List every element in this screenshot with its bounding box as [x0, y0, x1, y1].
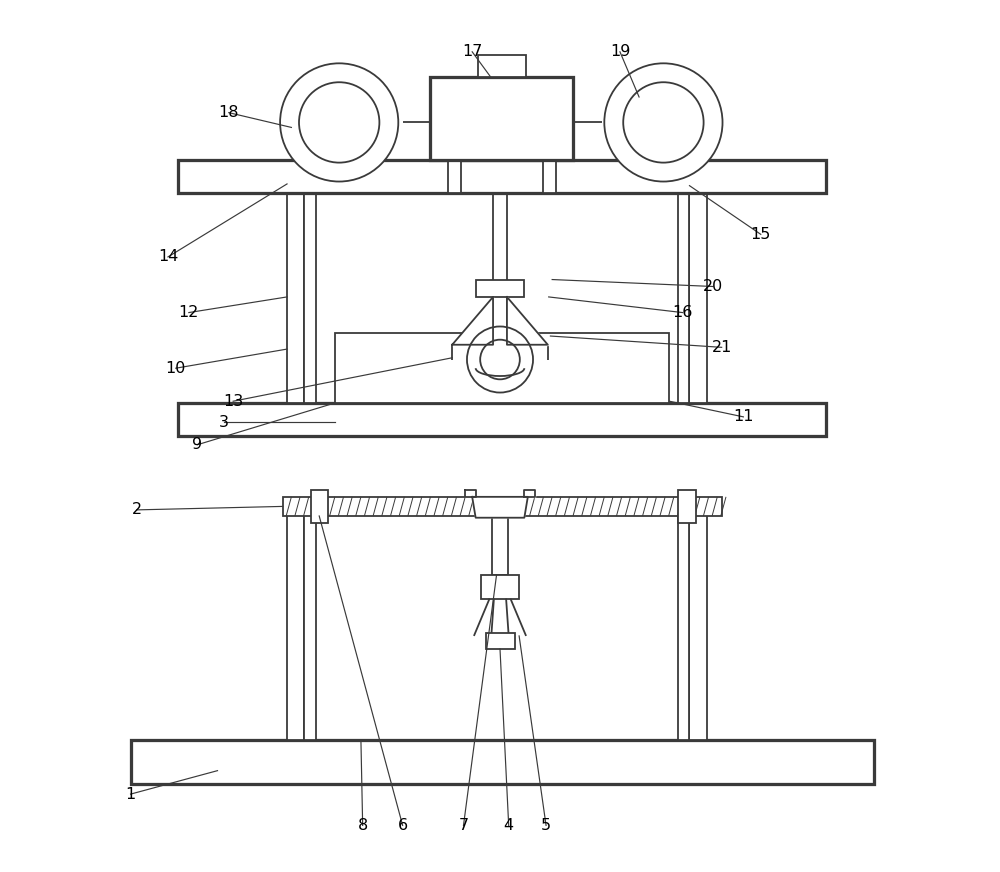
- Circle shape: [467, 326, 533, 392]
- Circle shape: [299, 82, 379, 162]
- Bar: [678, 190, 689, 403]
- Bar: [678, 490, 696, 523]
- Text: 4: 4: [504, 818, 514, 833]
- Text: 5: 5: [541, 818, 551, 833]
- Text: 8: 8: [358, 818, 368, 833]
- Bar: [335, 333, 669, 403]
- Polygon shape: [507, 297, 548, 344]
- Text: 13: 13: [223, 394, 243, 409]
- Bar: [287, 190, 304, 403]
- Bar: [430, 77, 573, 160]
- Bar: [304, 510, 316, 740]
- Bar: [678, 510, 689, 740]
- Bar: [178, 160, 826, 193]
- Circle shape: [280, 64, 398, 181]
- Bar: [178, 403, 826, 436]
- Circle shape: [604, 64, 723, 181]
- Bar: [478, 55, 526, 77]
- Text: 19: 19: [610, 44, 630, 59]
- Polygon shape: [472, 497, 528, 518]
- Bar: [311, 490, 328, 523]
- Bar: [689, 510, 707, 740]
- Polygon shape: [452, 297, 493, 344]
- Polygon shape: [465, 490, 476, 497]
- Bar: [481, 575, 519, 598]
- Text: 10: 10: [166, 361, 186, 376]
- Text: 7: 7: [458, 818, 469, 833]
- Circle shape: [623, 82, 704, 162]
- Text: 15: 15: [751, 227, 771, 242]
- Text: 3: 3: [219, 414, 229, 430]
- Text: 18: 18: [219, 106, 239, 120]
- Bar: [543, 160, 556, 193]
- Bar: [448, 160, 461, 193]
- Text: 9: 9: [192, 437, 203, 453]
- Text: 1: 1: [125, 787, 136, 801]
- Circle shape: [480, 340, 520, 379]
- Bar: [476, 280, 524, 297]
- Bar: [287, 510, 304, 740]
- Bar: [493, 193, 507, 344]
- Text: 17: 17: [462, 44, 482, 59]
- Text: 20: 20: [703, 279, 723, 294]
- Bar: [492, 516, 508, 575]
- Text: 2: 2: [132, 502, 142, 517]
- Bar: [131, 740, 874, 784]
- Bar: [486, 633, 515, 649]
- Polygon shape: [524, 490, 535, 497]
- Text: 6: 6: [398, 818, 408, 833]
- Bar: [689, 190, 707, 403]
- Text: 14: 14: [158, 249, 178, 264]
- Text: 12: 12: [179, 305, 199, 320]
- Bar: [283, 497, 722, 516]
- Text: 16: 16: [672, 305, 693, 320]
- Text: 11: 11: [733, 409, 754, 425]
- Bar: [304, 190, 316, 403]
- Text: 21: 21: [711, 340, 732, 355]
